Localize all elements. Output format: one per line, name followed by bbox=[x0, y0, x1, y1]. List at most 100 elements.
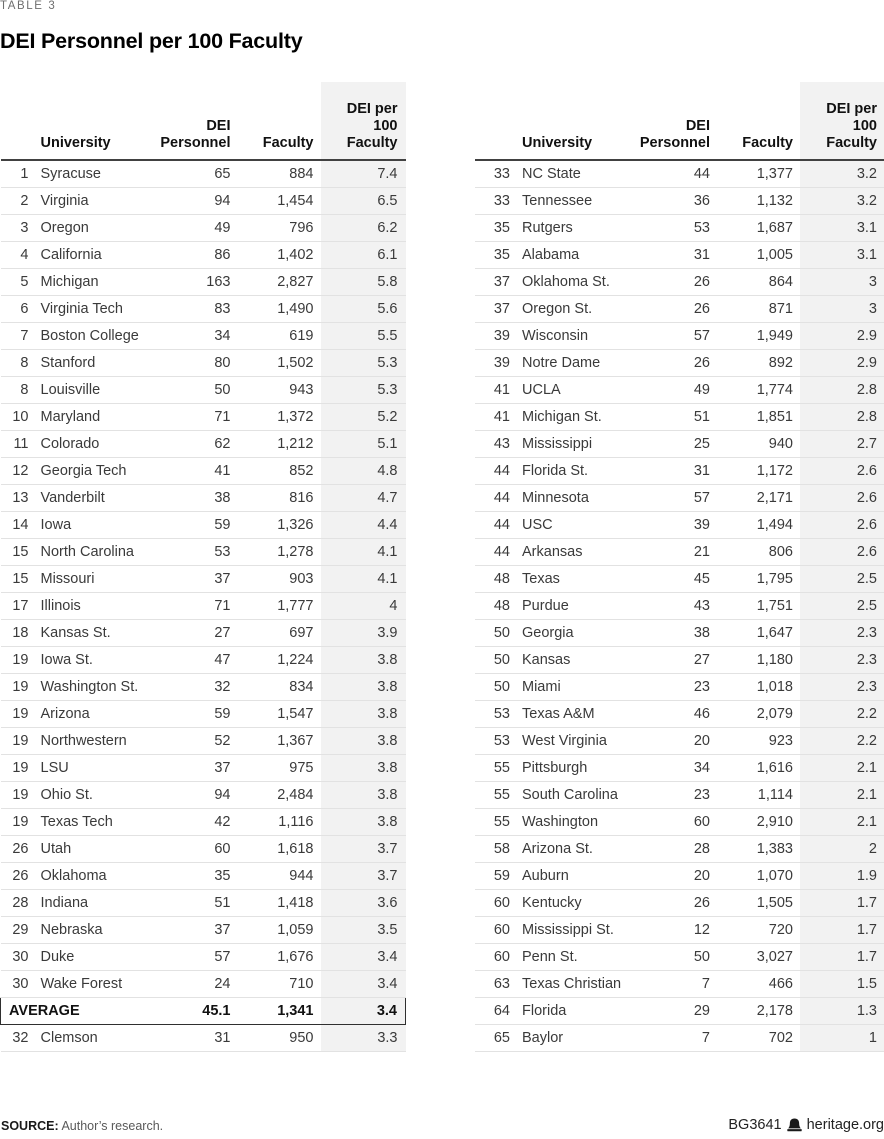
table-row: 35 Rutgers 53 1,687 3.1 bbox=[475, 214, 884, 242]
faculty-cell: 975 bbox=[232, 754, 321, 782]
university-cell: Texas bbox=[510, 565, 638, 593]
university-cell: Kansas St. bbox=[28, 619, 159, 647]
university-cell: Mississippi St. bbox=[510, 916, 638, 944]
faculty-cell: 1,547 bbox=[232, 700, 321, 728]
dei-per-100-cell: 3.6 bbox=[320, 889, 406, 917]
col-header-dei-personnel: DEI Personnel bbox=[158, 82, 233, 161]
table-row: 60 Kentucky 26 1,505 1.7 bbox=[475, 889, 884, 917]
table-row: 10 Maryland 71 1,372 5.2 bbox=[0, 403, 406, 431]
dei-personnel-cell: 20 bbox=[638, 727, 712, 755]
table-row: 44 USC 39 1,494 2.6 bbox=[475, 511, 884, 539]
rank-cell: 3 bbox=[0, 214, 29, 242]
dei-per-100-cell: 2.9 bbox=[800, 349, 884, 377]
source-text: Author’s research. bbox=[61, 1119, 164, 1133]
university-cell: Washington St. bbox=[28, 673, 159, 701]
dei-per-100-cell: 2.8 bbox=[800, 403, 884, 431]
table-row: 33 Tennessee 36 1,132 3.2 bbox=[475, 187, 884, 215]
university-cell: Illinois bbox=[28, 592, 159, 620]
faculty-cell: 806 bbox=[712, 538, 800, 566]
rank-cell: 50 bbox=[475, 646, 510, 674]
rank-cell: 30 bbox=[0, 970, 29, 998]
col-header-dei-personnel: DEI Personnel bbox=[638, 82, 712, 161]
dei-per-100-cell: 3.7 bbox=[320, 835, 406, 863]
rank-cell: 2 bbox=[0, 187, 29, 215]
faculty-cell: 2,079 bbox=[712, 700, 800, 728]
table-row: 35 Alabama 31 1,005 3.1 bbox=[475, 241, 884, 269]
table-row: 30 Wake Forest 24 710 3.4 bbox=[0, 970, 406, 998]
faculty-cell: 940 bbox=[712, 430, 800, 458]
rank-cell: 7 bbox=[0, 322, 29, 350]
table-row: 19 Northwestern 52 1,367 3.8 bbox=[0, 727, 406, 755]
university-cell: Tennessee bbox=[510, 187, 638, 215]
university-cell: Oklahoma bbox=[28, 862, 159, 890]
faculty-cell: 2,484 bbox=[232, 781, 321, 809]
rank-cell: 4 bbox=[0, 241, 29, 269]
rank-cell: 64 bbox=[475, 997, 510, 1025]
university-cell: Wisconsin bbox=[510, 322, 638, 350]
dei-per-100-cell: 2.1 bbox=[800, 754, 884, 782]
source-note: SOURCE: Author’s research. bbox=[1, 1119, 163, 1133]
dei-personnel-cell: 59 bbox=[158, 511, 233, 539]
faculty-cell: 1,795 bbox=[712, 565, 800, 593]
dei-personnel-cell: 12 bbox=[638, 916, 712, 944]
table-row: 37 Oregon St. 26 871 3 bbox=[475, 295, 884, 323]
faculty-cell: 871 bbox=[712, 295, 800, 323]
rank-cell: 44 bbox=[475, 538, 510, 566]
university-cell: Baylor bbox=[510, 1024, 638, 1052]
table-row: 53 Texas A&M 46 2,079 2.2 bbox=[475, 700, 884, 728]
dei-per-100-cell: 3.8 bbox=[320, 673, 406, 701]
university-cell: LSU bbox=[28, 754, 159, 782]
university-cell: Ohio St. bbox=[28, 781, 159, 809]
dei-per-100-cell: 2.3 bbox=[800, 619, 884, 647]
university-cell: Purdue bbox=[510, 592, 638, 620]
rank-cell: 60 bbox=[475, 889, 510, 917]
dei-personnel-cell: 53 bbox=[638, 214, 712, 242]
rank-cell: 59 bbox=[475, 862, 510, 890]
university-cell: Miami bbox=[510, 673, 638, 701]
dei-personnel-cell: 25 bbox=[638, 430, 712, 458]
rank-cell: 43 bbox=[475, 430, 510, 458]
col-header-faculty: Faculty bbox=[232, 82, 321, 161]
dei-personnel-cell: 32 bbox=[158, 673, 233, 701]
table-header-right: University DEI Personnel Faculty DEI per… bbox=[475, 82, 884, 161]
university-cell: Pittsburgh bbox=[510, 754, 638, 782]
faculty-cell: 710 bbox=[232, 970, 321, 998]
page-title: DEI Personnel per 100 Faculty bbox=[0, 29, 303, 53]
faculty-cell: 1,647 bbox=[712, 619, 800, 647]
table-row: 37 Oklahoma St. 26 864 3 bbox=[475, 268, 884, 296]
faculty-cell: 892 bbox=[712, 349, 800, 377]
table-row: 28 Indiana 51 1,418 3.6 bbox=[0, 889, 406, 917]
dei-per-100-cell: 3.8 bbox=[320, 646, 406, 674]
faculty-cell: 943 bbox=[232, 376, 321, 404]
rank-cell: 55 bbox=[475, 781, 510, 809]
university-cell: Vanderbilt bbox=[28, 484, 159, 512]
university-cell: Mississippi bbox=[510, 430, 638, 458]
dei-personnel-cell: 38 bbox=[638, 619, 712, 647]
rank-cell: 44 bbox=[475, 484, 510, 512]
average-per-100-cell: 3.4 bbox=[320, 997, 406, 1025]
faculty-cell: 1,070 bbox=[712, 862, 800, 890]
source-label: SOURCE: bbox=[1, 1119, 59, 1133]
table-row: 60 Penn St. 50 3,027 1.7 bbox=[475, 943, 884, 971]
dei-personnel-cell: 34 bbox=[638, 754, 712, 782]
col-header-dei-per-100: DEI per 100 Faculty bbox=[320, 82, 406, 161]
faculty-cell: 1,180 bbox=[712, 646, 800, 674]
faculty-cell: 1,949 bbox=[712, 322, 800, 350]
table-row: 55 South Carolina 23 1,114 2.1 bbox=[475, 781, 884, 809]
dei-personnel-cell: 50 bbox=[638, 943, 712, 971]
university-cell: Arizona bbox=[28, 700, 159, 728]
table-row: 19 Washington St. 32 834 3.8 bbox=[0, 673, 406, 701]
table-row: 44 Florida St. 31 1,172 2.6 bbox=[475, 457, 884, 485]
dei-per-100-cell: 5.3 bbox=[320, 376, 406, 404]
faculty-cell: 1,005 bbox=[712, 241, 800, 269]
rank-cell: 8 bbox=[0, 349, 29, 377]
rank-cell: 55 bbox=[475, 808, 510, 836]
university-cell: Syracuse bbox=[28, 160, 159, 188]
rank-cell: 5 bbox=[0, 268, 29, 296]
table-row: 12 Georgia Tech 41 852 4.8 bbox=[0, 457, 406, 485]
table-row: 50 Miami 23 1,018 2.3 bbox=[475, 673, 884, 701]
table-row: 26 Oklahoma 35 944 3.7 bbox=[0, 862, 406, 890]
rank-cell: 53 bbox=[475, 727, 510, 755]
table-row: 44 Minnesota 57 2,171 2.6 bbox=[475, 484, 884, 512]
footer: SOURCE: Author’s research. BG3641 herita… bbox=[1, 1117, 884, 1133]
